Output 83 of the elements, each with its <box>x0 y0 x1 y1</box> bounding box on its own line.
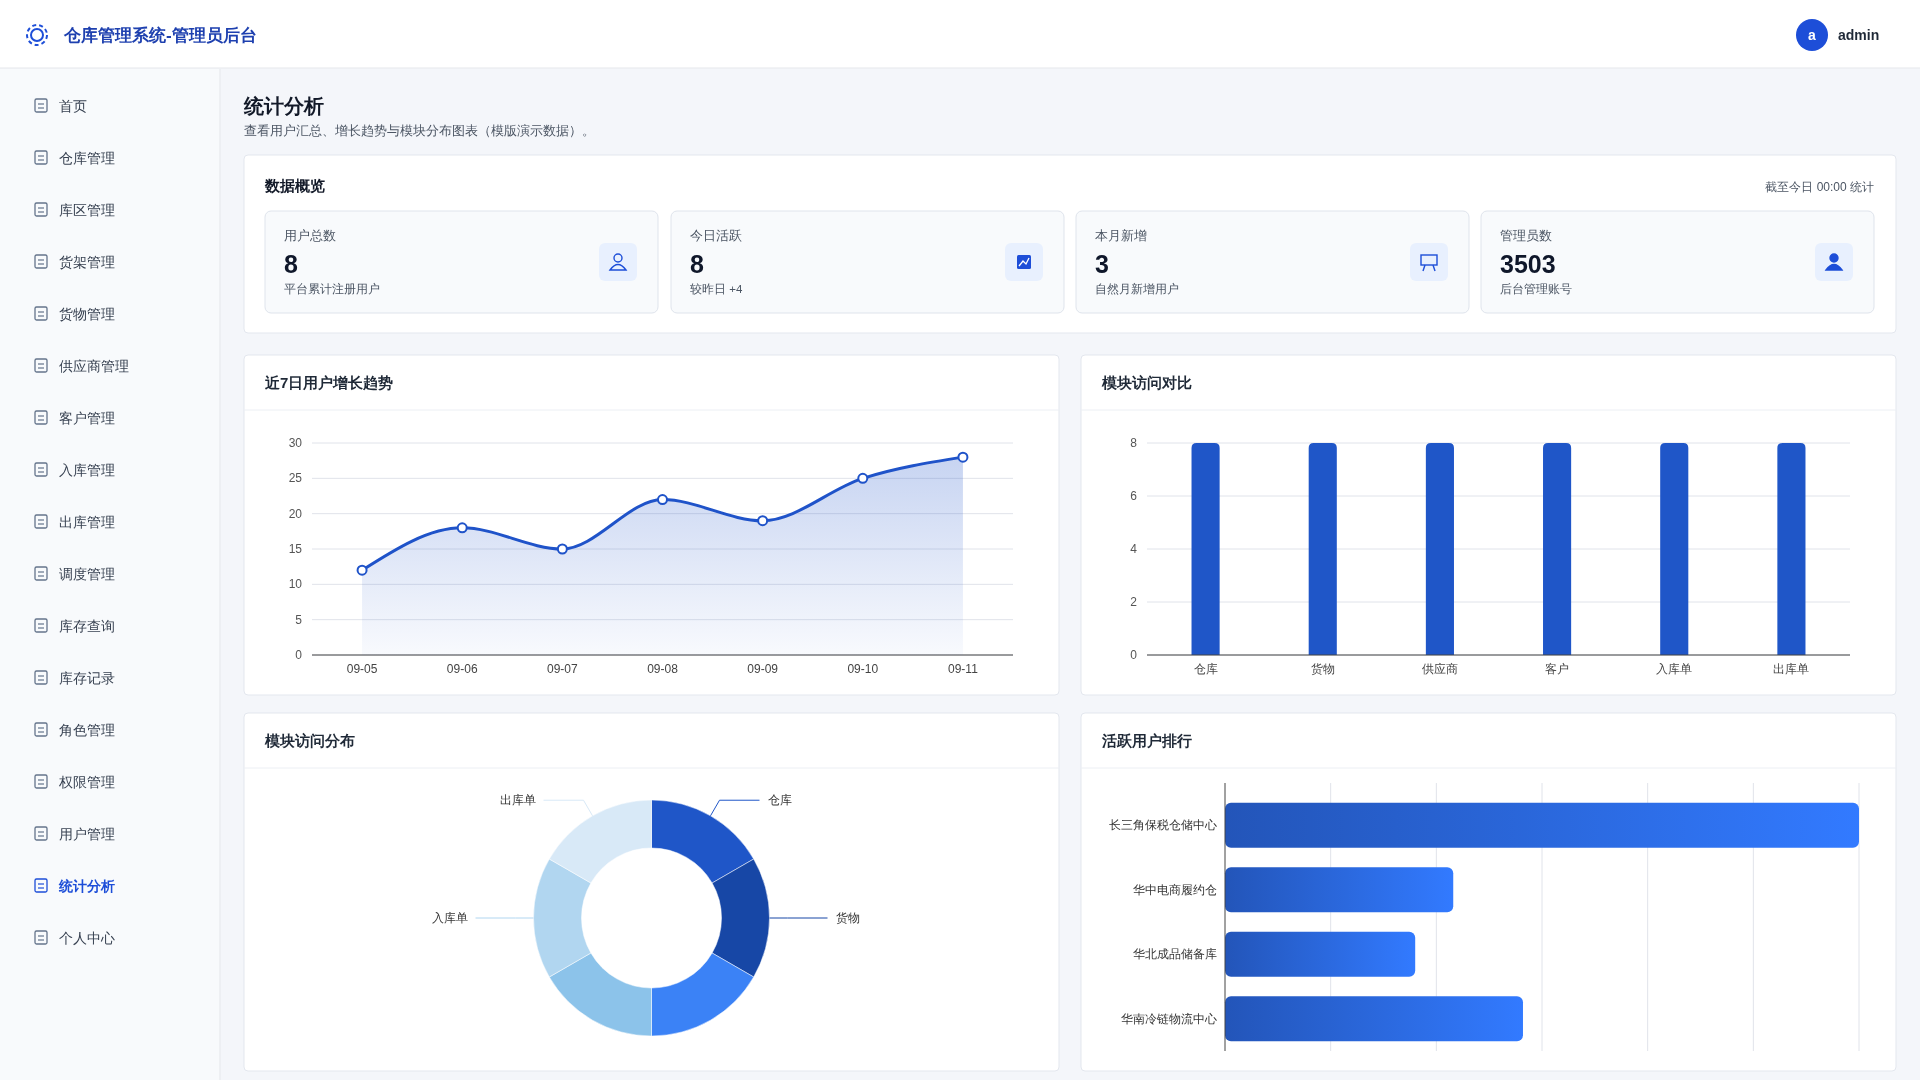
point <box>757 515 769 527</box>
x-tick-label: 09-05 <box>346 662 378 676</box>
text: 货物管理 <box>59 306 115 322</box>
text: 仓库管理 <box>59 150 115 166</box>
text: 仓库管理系统-管理员后台 <box>63 26 257 45</box>
text: 货架管理 <box>59 254 115 270</box>
text: 3 <box>1095 250 1109 278</box>
y-tick-label: 0 <box>1130 648 1138 662</box>
text: 调度管理 <box>59 566 115 582</box>
text: 首页 <box>59 98 87 114</box>
text: 库存记录 <box>59 670 115 686</box>
x-tick-label: 09-10 <box>847 662 879 676</box>
text: 用户管理 <box>59 826 115 842</box>
y-tick-label: 20 <box>288 506 303 521</box>
text: 3503 <box>1500 250 1556 278</box>
text: 查看用户汇总、增长趋势与模块分布图表（模版演示数据）。 <box>244 124 595 138</box>
point <box>857 472 869 484</box>
text: a <box>1808 27 1817 43</box>
text: 入库管理 <box>59 462 115 478</box>
y-tick-label: 15 <box>288 542 303 556</box>
x-tick-label: 出库单 <box>1773 662 1810 676</box>
text: 自然月新增用户 <box>1095 282 1179 295</box>
slice-label: 货物 <box>835 911 860 925</box>
text: 权限管理 <box>58 774 115 790</box>
bar <box>1225 931 1416 977</box>
y-tick-label: 0 <box>295 648 303 662</box>
text: 个人中心 <box>59 930 115 946</box>
chart-title: 活跃用户排行 <box>1101 732 1192 749</box>
point <box>556 543 568 555</box>
point <box>657 494 668 506</box>
text: 今日活跃 <box>690 229 742 243</box>
x-tick-label: 入库单 <box>1656 662 1693 676</box>
x-tick-label: 09-07 <box>547 662 579 676</box>
y-tick-label: 4 <box>1130 542 1138 556</box>
y-tick-label: 6 <box>1130 489 1138 503</box>
x-tick-label: 09-11 <box>948 662 979 676</box>
x-tick-label: 09-08 <box>647 662 679 676</box>
text: 数据概览 <box>264 177 325 194</box>
x-tick-label: 供应商 <box>1421 662 1458 676</box>
x-tick-label: 09-09 <box>747 662 779 676</box>
text: 较昨日 +4 <box>690 283 743 295</box>
slice-label: 仓库 <box>767 793 792 808</box>
bar <box>1225 867 1454 913</box>
text: admin <box>1838 27 1880 43</box>
x-tick-label: 09-06 <box>446 662 478 676</box>
y-tick-label: 华中电商履约仓 <box>1133 882 1217 897</box>
text: 8 <box>690 250 704 278</box>
y-tick-label: 10 <box>288 577 303 592</box>
text: 平台累计注册用户 <box>284 282 380 295</box>
y-tick-label: 5 <box>295 612 303 627</box>
text: 统计分析 <box>58 878 115 894</box>
x-tick-label: 仓库 <box>1193 662 1218 676</box>
y-tick-label: 8 <box>1130 436 1138 450</box>
y-tick-label: 2 <box>1130 595 1138 609</box>
x-tick-label: 客户 <box>1545 662 1570 676</box>
y-tick-label: 25 <box>288 471 303 486</box>
text: 本月新增 <box>1095 229 1147 243</box>
chart-title: 近7日用户增长趋势 <box>264 374 394 391</box>
text: 客户管理 <box>59 410 115 426</box>
text: 模块访问分布 <box>264 732 355 749</box>
y-tick-label: 华南冷链物流中心 <box>1121 1011 1217 1026</box>
x-tick-label: 货物 <box>1310 662 1335 676</box>
y-tick-label: 长三角保税仓储中心 <box>1109 818 1217 833</box>
text: 库存查询 <box>59 618 115 634</box>
y-tick-label: 30 <box>288 436 303 450</box>
text: 统计分析 <box>243 95 324 117</box>
text: 库区管理 <box>59 202 115 218</box>
chart-title: 模块访问对比 <box>1101 374 1192 391</box>
text: 出库管理 <box>59 514 115 530</box>
text: 用户总数 <box>284 229 336 243</box>
text: 管理员数 <box>1500 229 1552 243</box>
y-tick-label: 华北成品储备库 <box>1133 947 1217 962</box>
slice-label: 入库单 <box>431 911 468 925</box>
point <box>456 522 468 534</box>
text: 截至今日 00:00 统计 <box>1765 180 1874 194</box>
text: 角色管理 <box>59 722 115 738</box>
bar <box>1225 802 1859 848</box>
text: 供应商管理 <box>59 358 129 374</box>
point <box>957 451 969 463</box>
point <box>356 564 368 576</box>
slice-label: 出库单 <box>499 793 536 808</box>
bar <box>1225 996 1523 1042</box>
text: 后台管理账号 <box>1500 283 1572 295</box>
